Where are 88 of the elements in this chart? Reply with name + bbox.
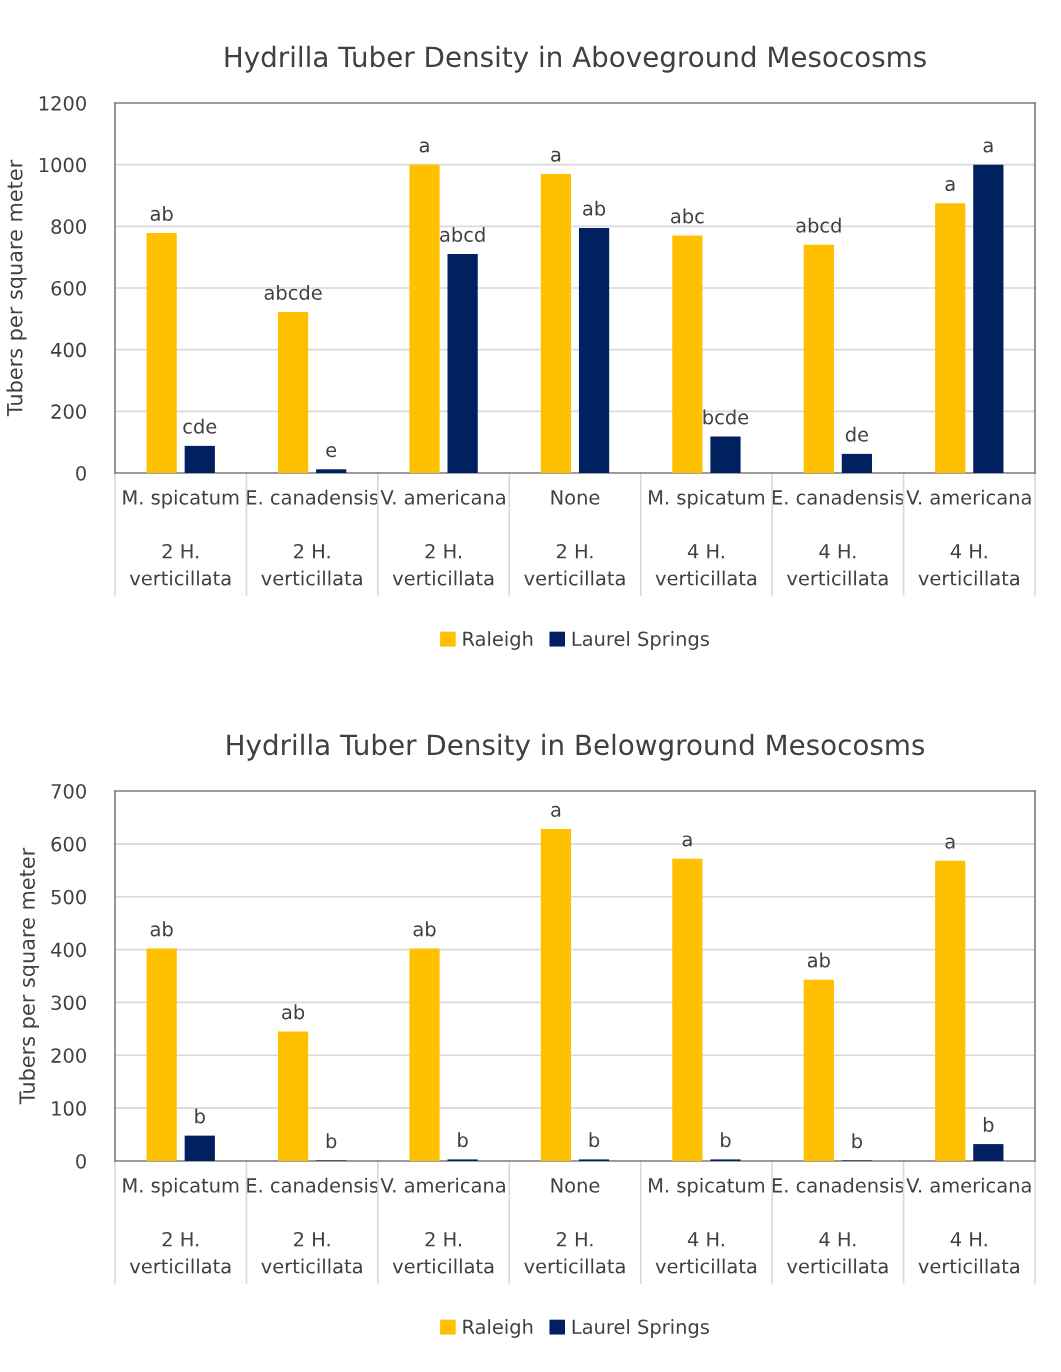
category-label: E. canadensis 2 H. verticillata — [247, 489, 379, 586]
category-label: V. americana 4 H. verticillata — [906, 1177, 1031, 1274]
y-tick-label: 100 — [52, 1101, 86, 1116]
category-label: M. spicatum 2 H. verticillata — [123, 1177, 239, 1274]
bar — [935, 860, 966, 1161]
data-label: a — [682, 835, 692, 847]
chart-title: Hydrilla Tuber Density in Aboveground Mesocosms — [225, 45, 926, 73]
bar — [841, 453, 873, 473]
y-tick-label: 400 — [51, 942, 86, 958]
category-label: V. americana 4 H. verticillata — [906, 489, 1031, 586]
bar — [672, 235, 703, 473]
data-label: cde — [183, 418, 217, 434]
data-label: e — [326, 446, 337, 458]
data-label: ab — [150, 205, 173, 222]
y-tick-label: 500 — [51, 889, 86, 905]
data-label: b — [852, 1133, 863, 1149]
bar — [803, 979, 834, 1161]
data-label: a — [419, 141, 429, 153]
data-label: a — [551, 805, 561, 817]
bar — [973, 1144, 1004, 1161]
y-axis-title: Tubers per square meter — [6, 159, 27, 417]
chart-title: Hydrilla Tuber Density in Belowground Mesocosms — [227, 733, 925, 761]
y-tick-label: 0 — [76, 1153, 86, 1169]
legend-label: Laurel Springs — [572, 631, 709, 650]
category-label: E. canadensis 2 H. verticillata — [247, 1177, 379, 1274]
bar — [316, 469, 347, 473]
data-label: abcd — [440, 226, 485, 242]
bar — [277, 312, 309, 473]
y-tick-label: 200 — [51, 404, 86, 419]
legend-label: Raleigh — [463, 1319, 533, 1338]
category-label: E. canadensis 4 H. verticillata — [772, 489, 904, 586]
category-label: M. spicatum 2 H. verticillata — [123, 489, 239, 586]
bar — [447, 254, 478, 473]
legend-label: Raleigh — [463, 631, 533, 650]
data-label: ab — [413, 921, 436, 937]
bar — [540, 173, 572, 473]
bar — [803, 244, 834, 473]
data-label: b — [983, 1116, 994, 1132]
bar — [935, 203, 966, 473]
data-label: b — [721, 1132, 731, 1148]
bar — [540, 829, 572, 1161]
y-tick-label: 700 — [51, 783, 86, 799]
bar — [184, 445, 215, 473]
category-label: None 2 H. verticillata — [524, 490, 625, 586]
data-label: b — [589, 1132, 600, 1148]
data-label: ab — [150, 921, 173, 937]
y-tick-label: 200 — [51, 1048, 86, 1063]
data-label: a — [945, 837, 955, 849]
bar — [409, 948, 440, 1161]
bar — [146, 233, 177, 473]
bar — [184, 1135, 215, 1161]
y-axis-title: Tubers per square meter — [18, 847, 39, 1105]
bar — [973, 164, 1004, 473]
data-label: ab — [583, 200, 606, 216]
data-label: abcde — [264, 284, 322, 300]
y-tick-label: 1200 — [39, 95, 86, 111]
data-label: abcd — [796, 217, 841, 233]
data-label: b — [458, 1132, 468, 1148]
data-label: ab — [282, 1004, 305, 1020]
bar — [409, 164, 440, 473]
y-tick-label: 400 — [51, 342, 86, 358]
bar — [578, 227, 610, 473]
y-tick-label: 600 — [51, 280, 86, 296]
y-tick-label: 1000 — [39, 157, 86, 173]
category-label: V. americana 2 H. verticillata — [380, 1177, 505, 1274]
bar — [146, 948, 177, 1161]
data-label: a — [945, 179, 955, 192]
y-tick-label: 800 — [51, 219, 86, 234]
data-label: a — [551, 150, 561, 162]
data-label: ab — [807, 952, 830, 968]
y-tick-label: 300 — [51, 995, 86, 1011]
data-label: abc — [671, 208, 704, 224]
bar — [672, 858, 703, 1161]
data-label: b — [326, 1133, 337, 1149]
category-label: M. spicatum 4 H. verticillata — [649, 489, 765, 586]
y-tick-label: 600 — [51, 836, 86, 852]
category-label: V. americana 2 H. verticillata — [380, 489, 505, 586]
category-label: None 2 H. verticillata — [524, 1178, 625, 1274]
data-label: de — [845, 426, 869, 442]
category-label: E. canadensis 4 H. verticillata — [772, 1177, 904, 1274]
y-tick-label: 0 — [76, 465, 86, 481]
legend-label: Laurel Springs — [572, 1319, 709, 1338]
data-label: b — [195, 1108, 205, 1124]
bar — [277, 1031, 309, 1161]
data-label: bcde — [703, 409, 749, 425]
bar — [710, 436, 741, 473]
category-label: M. spicatum 4 H. verticillata — [649, 1177, 765, 1274]
data-label: a — [983, 141, 993, 153]
